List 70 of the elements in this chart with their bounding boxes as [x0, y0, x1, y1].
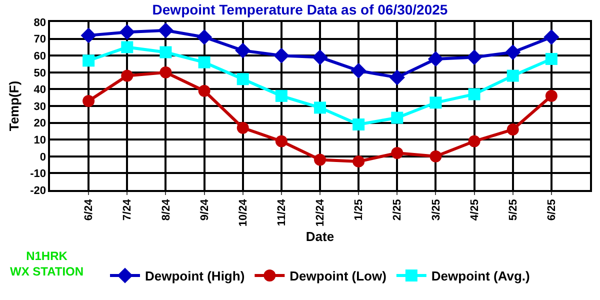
point — [505, 44, 521, 60]
legend-label: Dewpoint (High) — [145, 268, 245, 284]
point — [121, 70, 134, 82]
point — [82, 54, 95, 67]
y-tick-label: 0 — [40, 151, 46, 164]
y-tick-label: 70 — [34, 34, 46, 46]
point — [312, 49, 328, 66]
point — [235, 42, 251, 58]
x-tick-label: 12/24 — [314, 198, 327, 227]
y-tick-label: 60 — [34, 50, 46, 62]
point — [196, 29, 212, 45]
x-tick-label: 4/25 — [468, 199, 481, 221]
x-tick-label: 7/24 — [122, 198, 134, 221]
point — [430, 150, 442, 162]
point — [198, 56, 210, 68]
x-tick-label: 10/24 — [237, 198, 250, 227]
y-tick-label: -10 — [30, 168, 46, 180]
point — [350, 62, 366, 79]
y-tick-label: 50 — [34, 67, 46, 80]
point — [119, 24, 135, 40]
point — [466, 49, 482, 66]
point — [430, 96, 442, 109]
legend-label: Dewpoint (Low) — [290, 268, 386, 284]
point — [275, 90, 288, 102]
y-tick-label: 20 — [34, 118, 46, 130]
point — [506, 124, 519, 136]
point — [160, 66, 172, 78]
x-tick-label: 11/24 — [276, 198, 288, 226]
x-tick-label: 6/24 — [83, 198, 96, 221]
y-axis-title: Temp(F) — [6, 80, 22, 132]
point — [314, 154, 326, 166]
point — [274, 48, 290, 64]
point — [506, 70, 519, 82]
x-tick-label: 9/24 — [198, 198, 211, 221]
x-tick-label: 8/24 — [160, 198, 172, 221]
y-tick-label: 10 — [34, 134, 46, 146]
point — [391, 147, 404, 160]
x-tick-label: 1/25 — [353, 199, 366, 221]
point — [80, 28, 96, 44]
point — [389, 70, 405, 86]
point — [160, 46, 172, 58]
x-tick-label: 5/25 — [507, 199, 520, 221]
point — [236, 122, 249, 134]
y-tick-label: 40 — [34, 84, 46, 96]
point — [158, 22, 174, 38]
x-tick-label: 6/25 — [546, 199, 558, 221]
chart-title: Dewpoint Temperature Data as of 06/30/2025 — [152, 1, 448, 18]
y-tick-label: 30 — [34, 100, 46, 113]
point — [121, 41, 134, 54]
point — [352, 155, 365, 168]
point — [82, 94, 95, 107]
point — [545, 52, 558, 65]
legend-label: Dewpoint (Avg.) — [431, 268, 530, 284]
point — [468, 135, 480, 148]
point — [544, 29, 560, 45]
point — [428, 51, 444, 67]
point — [198, 84, 210, 97]
y-tick-label: -20 — [30, 184, 46, 197]
point — [275, 135, 288, 148]
x-tick-label: 3/25 — [430, 199, 442, 221]
point — [468, 88, 480, 100]
y-tick-label: 80 — [34, 16, 46, 29]
point — [545, 90, 558, 102]
point — [236, 73, 249, 86]
point — [352, 118, 365, 130]
x-tick-label: 2/25 — [392, 199, 404, 221]
point — [314, 102, 326, 114]
text: N1HRK WX STATION — [10, 249, 84, 279]
x-axis-title: Date — [306, 228, 334, 244]
point — [391, 112, 404, 124]
